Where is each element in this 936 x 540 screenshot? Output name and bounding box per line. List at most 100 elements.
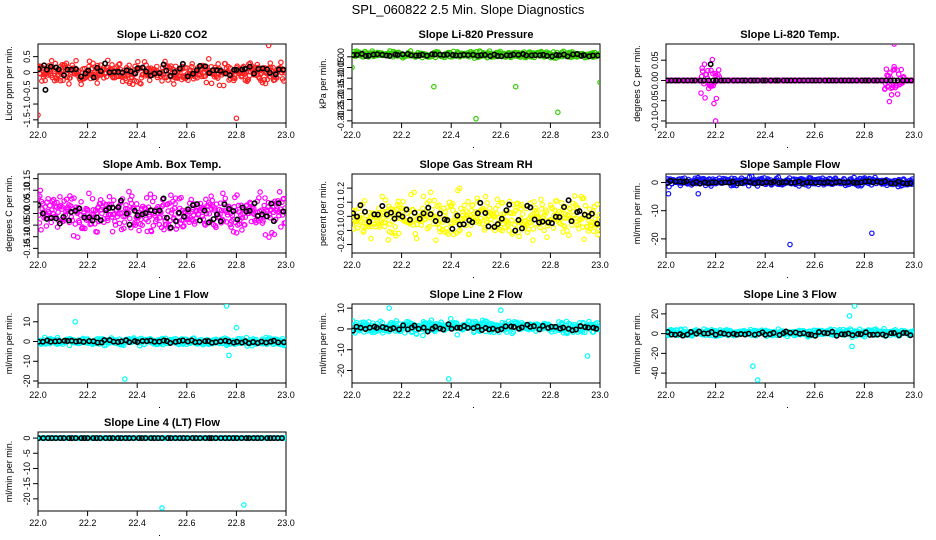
data-point	[59, 204, 66, 210]
overlay-point	[692, 77, 699, 84]
data-point	[146, 77, 153, 84]
data-point	[233, 207, 239, 214]
data-point	[698, 90, 704, 96]
data-point	[516, 233, 522, 240]
data-point	[45, 195, 51, 202]
overlay-point	[553, 51, 560, 58]
data-point	[396, 230, 402, 237]
x-tick-label: 22.4	[128, 390, 146, 400]
data-point	[534, 213, 541, 219]
y-tick-label: -0.10	[336, 68, 346, 89]
overlay-point	[506, 201, 513, 208]
overlay-point	[396, 326, 403, 333]
y-axis-label: kPa per min.	[318, 58, 328, 109]
outlier-point	[754, 377, 761, 383]
y-tick-label: -20	[650, 347, 660, 360]
overlay-point	[85, 67, 92, 74]
overlay-point	[841, 331, 848, 338]
overlay-point	[202, 63, 209, 70]
overlay-point	[189, 70, 196, 77]
points-group	[352, 185, 600, 243]
y-tick-label: -10	[22, 355, 32, 368]
overlay-point	[747, 77, 754, 84]
overlay-point	[772, 77, 779, 84]
data-point	[886, 98, 893, 105]
data-point	[524, 229, 531, 236]
data-point	[361, 228, 367, 234]
data-point	[580, 195, 587, 202]
overlay-point	[787, 329, 794, 336]
overlay-point	[230, 208, 237, 215]
overlay-point	[196, 339, 203, 346]
data-point	[267, 60, 274, 66]
data-point	[78, 81, 84, 88]
y-tick-label: -0.2	[336, 237, 346, 253]
overlay-point	[894, 77, 901, 84]
y-tick-label: -20	[22, 492, 32, 505]
outlier-point	[431, 83, 437, 90]
overlay-point	[239, 66, 246, 73]
overlay-point	[696, 328, 703, 335]
data-point	[363, 223, 369, 230]
data-point	[135, 58, 141, 65]
overlay-point	[464, 324, 471, 331]
data-point	[171, 81, 177, 87]
x-tick-label: 22.8	[228, 260, 246, 270]
overlay-point	[556, 214, 563, 221]
data-point	[38, 187, 44, 194]
overlay-point	[498, 53, 505, 60]
overlay-point	[849, 332, 856, 339]
data-point	[66, 342, 73, 349]
overlay-point	[424, 328, 431, 335]
overlay-point	[390, 325, 397, 332]
data-point	[280, 195, 286, 202]
data-point	[110, 197, 117, 203]
overlay-point	[280, 339, 286, 346]
data-point	[392, 223, 399, 230]
data-point	[354, 225, 361, 231]
data-point	[447, 315, 454, 322]
data-point	[106, 193, 113, 200]
data-point	[887, 74, 894, 81]
axis-dot	[159, 407, 160, 408]
y-axis-label: ml/min per min.	[632, 313, 642, 375]
overlay-point	[354, 213, 361, 220]
overlay-point	[482, 210, 489, 217]
y-tick-label: 0	[650, 331, 660, 336]
data-point	[260, 218, 266, 224]
overlay-point	[352, 327, 356, 334]
data-point	[401, 330, 408, 336]
y-tick-label: 0	[22, 339, 32, 344]
data-point	[189, 61, 196, 67]
overlay-point	[888, 330, 895, 337]
overlay-point	[717, 77, 724, 84]
data-point	[411, 189, 417, 196]
y-axis-label: ml/min per min.	[318, 313, 328, 375]
data-point	[702, 95, 708, 101]
overlay-point	[858, 77, 865, 84]
overlay-point	[853, 77, 860, 84]
data-point	[203, 79, 210, 86]
data-point	[596, 212, 600, 218]
x-tick-label: 22.8	[856, 390, 874, 400]
x-tick-label: 22.8	[856, 260, 874, 270]
x-tick-label: 23.0	[905, 260, 923, 270]
data-point	[499, 227, 506, 234]
data-point	[205, 56, 212, 62]
outlier-point	[226, 352, 232, 359]
overlay-point	[701, 179, 708, 186]
data-point	[175, 72, 182, 79]
overlay-point	[251, 70, 258, 77]
overlay-point	[432, 218, 439, 225]
data-point	[82, 225, 88, 232]
overlay-point	[845, 179, 852, 186]
overlay-point	[907, 332, 914, 339]
data-point	[120, 213, 126, 220]
data-point	[203, 196, 209, 203]
axis-dot	[473, 277, 474, 278]
data-point	[538, 196, 544, 203]
data-point	[89, 195, 96, 202]
overlay-point	[745, 330, 752, 337]
outlier-point	[473, 115, 479, 122]
overlay-point	[171, 69, 178, 76]
